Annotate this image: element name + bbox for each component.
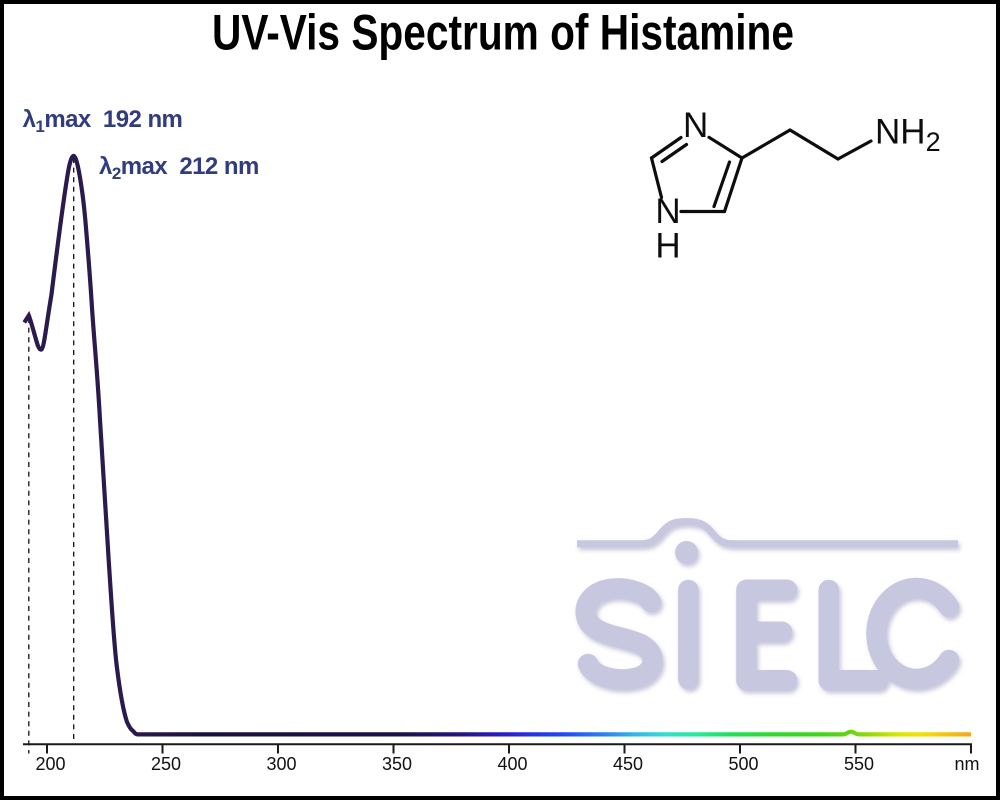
svg-text:λ1max 192 nm: λ1max 192 nm (23, 106, 183, 136)
svg-text:N: N (655, 192, 680, 231)
svg-text:400: 400 (497, 754, 527, 774)
svg-text:300: 300 (266, 754, 296, 774)
svg-text:N: N (683, 106, 708, 145)
svg-text:nm: nm (954, 754, 979, 774)
svg-text:500: 500 (728, 754, 758, 774)
svg-text:H: H (655, 227, 680, 266)
svg-text:450: 450 (613, 754, 643, 774)
svg-text:200: 200 (35, 754, 65, 774)
svg-text:NH2: NH2 (875, 113, 941, 158)
svg-text:UV-Vis Spectrum of Histamine: UV-Vis Spectrum of Histamine (212, 4, 794, 60)
svg-text:λ2max 212 nm: λ2max 212 nm (99, 153, 259, 183)
svg-text:550: 550 (844, 754, 874, 774)
svg-text:250: 250 (151, 754, 181, 774)
svg-text:350: 350 (382, 754, 412, 774)
